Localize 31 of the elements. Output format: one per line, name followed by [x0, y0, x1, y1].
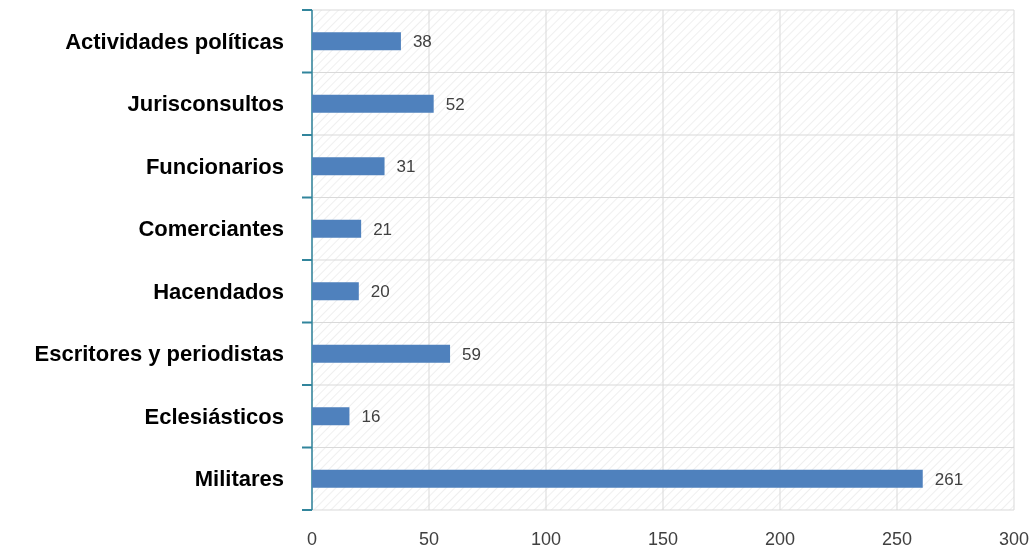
bar [312, 157, 385, 176]
data-label: 31 [396, 157, 416, 177]
y-tick-label: Funcionarios [145, 153, 284, 179]
y-tick-label: Militares [194, 466, 284, 492]
y-tick-label: Jurisconsultos [127, 91, 284, 117]
data-label: 21 [373, 219, 393, 239]
x-tick-label: 200 [764, 529, 796, 549]
data-label: 52 [445, 94, 465, 114]
bar [312, 94, 434, 113]
y-tick-label: Hacendados [153, 278, 284, 304]
x-tick-label: 250 [881, 529, 913, 549]
x-tick-label: 100 [530, 529, 562, 549]
y-tick-label: Escritores y periodistas [34, 341, 284, 367]
data-label: 20 [370, 282, 390, 302]
bar [312, 407, 350, 426]
x-tick-label: 0 [306, 529, 318, 549]
bar [312, 469, 923, 488]
bar [312, 344, 451, 363]
x-tick-label: 150 [647, 529, 679, 549]
data-label: 38 [412, 32, 432, 52]
data-label: 16 [361, 407, 381, 427]
x-tick-label: 300 [998, 529, 1030, 549]
y-tick-label: Eclesiásticos [144, 403, 284, 429]
data-label: 261 [934, 469, 964, 489]
y-tick-label: Comerciantes [138, 216, 284, 242]
bar [312, 219, 362, 238]
data-label: 59 [462, 344, 481, 364]
bar [312, 282, 359, 301]
bar [312, 32, 401, 51]
y-tick-label: Actividades políticas [65, 28, 284, 54]
x-tick-label: 50 [418, 529, 440, 549]
